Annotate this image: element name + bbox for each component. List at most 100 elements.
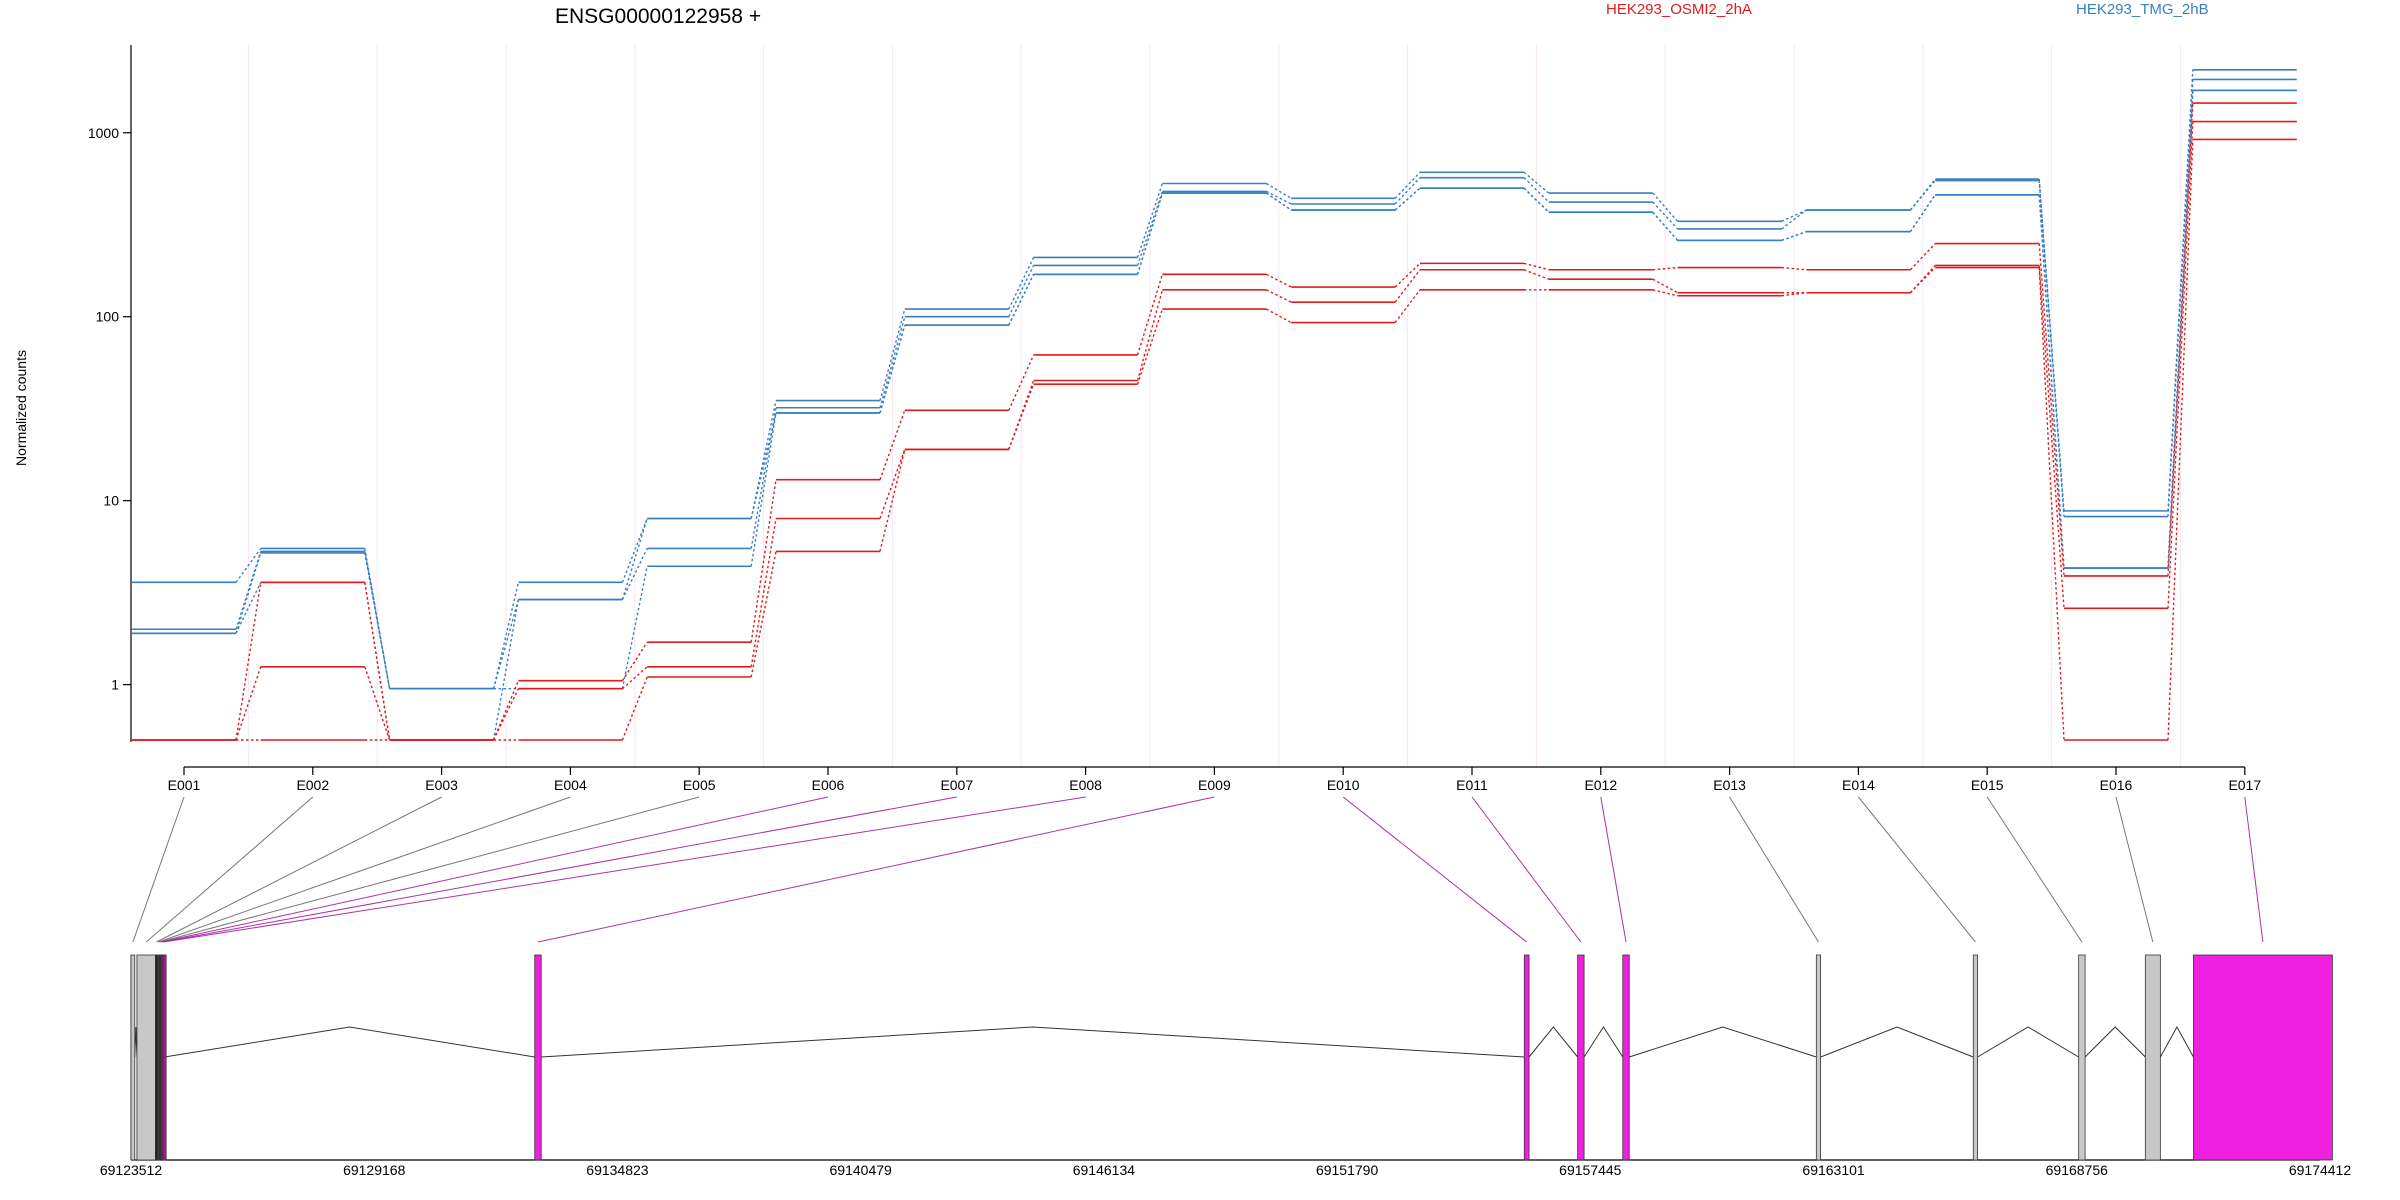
exon-box-e013	[1815, 954, 1822, 1161]
x-tick-label: E010	[1327, 777, 1360, 793]
series-connector	[1394, 177, 1421, 205]
series-connector	[1781, 292, 1807, 297]
series-connector	[1523, 187, 1550, 213]
legend-label-tmg: HEK293_TMG_2hB	[2076, 1, 2209, 18]
exon-connector-e003	[156, 796, 442, 943]
exon-connector-e001	[132, 796, 185, 943]
exon-connector-e004	[158, 796, 571, 943]
series-7	[132, 138, 2297, 741]
x-tick-label: E006	[812, 777, 845, 793]
exon-connector-e014	[1858, 796, 1976, 943]
intron-line	[2084, 1026, 2146, 1058]
series-connector	[492, 599, 520, 689]
exon-box-e011	[1577, 954, 1585, 1161]
exon-connector-e015	[1986, 796, 2083, 943]
series-connector	[364, 552, 391, 689]
series-connector	[2038, 267, 2065, 741]
series-connector	[1523, 171, 1550, 194]
series-connector	[621, 548, 648, 600]
series-connector	[1394, 187, 1421, 211]
exon-connector-layer	[132, 796, 2264, 943]
exon-connector-e008	[163, 796, 1086, 943]
exon-connector-e016	[2115, 796, 2154, 943]
series-connector	[1652, 211, 1679, 241]
series-connector	[879, 410, 906, 480]
series-1	[132, 68, 2297, 690]
series-connector	[1652, 289, 1678, 297]
series-connector	[235, 548, 262, 583]
series-connector	[1652, 192, 1679, 222]
exon-box-e008	[162, 954, 167, 1161]
series-connector	[1523, 262, 1549, 271]
intron-line	[2159, 1025, 2194, 1058]
genome-tick-label: 69140479	[830, 1162, 893, 1178]
genome-tick-label: 69129168	[343, 1162, 406, 1178]
x-tick-label: E004	[554, 777, 587, 793]
series-connector	[621, 666, 648, 690]
series-connector	[492, 582, 520, 689]
series-connector	[1523, 269, 1550, 280]
intron-line	[541, 1026, 1525, 1058]
series-connector	[235, 551, 262, 630]
series-connector	[1136, 289, 1164, 381]
series-connector	[364, 551, 391, 689]
exon-connector-e013	[1729, 796, 1819, 943]
chart-title: ENSG00000122958 +	[555, 5, 761, 28]
series-connector	[621, 676, 648, 741]
series-connector	[750, 412, 777, 567]
series-connector	[2038, 194, 2065, 569]
y-tick-label: 10	[103, 493, 119, 509]
exon-connector-e007	[162, 796, 957, 943]
x-tick-label: E014	[1842, 777, 1875, 793]
series-connector	[879, 316, 906, 408]
intron-line	[1528, 1026, 1579, 1058]
series-connector	[1909, 243, 1936, 271]
series-connector	[750, 479, 777, 643]
series-connector	[2038, 265, 2065, 609]
y-axis-label: Normalized counts	[13, 350, 29, 466]
series-connector	[1136, 274, 1164, 356]
series-2	[132, 78, 2297, 690]
y-tick-label: 100	[96, 309, 120, 325]
series-connector	[1909, 267, 1936, 294]
intron-line	[1583, 1026, 1624, 1058]
series-connector	[1781, 266, 1807, 271]
genome-tick-label: 69168756	[2046, 1162, 2109, 1178]
series-connector	[235, 581, 262, 634]
exon-box-e017	[2193, 954, 2333, 1161]
series-connector	[879, 324, 906, 414]
series-connector	[1008, 274, 1035, 326]
series-connector	[621, 518, 648, 583]
series-connector	[1136, 183, 1164, 258]
series-connector	[1008, 265, 1035, 318]
exon-connector-e009	[537, 796, 1215, 943]
y-tick-label: 1000	[88, 125, 119, 141]
series-connector	[879, 449, 906, 519]
series-6	[132, 120, 2297, 741]
x-tick-label: E017	[2228, 777, 2261, 793]
series-connector	[492, 688, 520, 741]
series-connector	[2167, 121, 2194, 609]
series-connector	[1781, 231, 1807, 242]
genome-tick-label: 69123512	[100, 1162, 163, 1178]
series-connector	[621, 566, 648, 689]
exon-connector-e012	[1600, 796, 1627, 943]
exon-connector-e011	[1471, 796, 1582, 943]
exon-box-e012	[1622, 954, 1630, 1161]
y-tick-label: 1	[111, 677, 119, 693]
x-tick-label: E012	[1584, 777, 1617, 793]
grid-layer	[247, 45, 2181, 767]
exon-connector-e010	[1342, 796, 1527, 943]
series-connector	[1394, 269, 1421, 303]
series-connector	[1136, 192, 1164, 275]
series-connector	[2038, 180, 2065, 517]
x-tick-label: E015	[1971, 777, 2004, 793]
exon-box-e002	[136, 954, 156, 1161]
exon-box-e014	[1972, 954, 1978, 1161]
x-tick-label: E008	[1069, 777, 1102, 793]
intron-line	[164, 1026, 535, 1058]
series-5	[132, 102, 2297, 741]
x-tick-label: E009	[1198, 777, 1231, 793]
exon-connector-e006	[161, 796, 829, 943]
